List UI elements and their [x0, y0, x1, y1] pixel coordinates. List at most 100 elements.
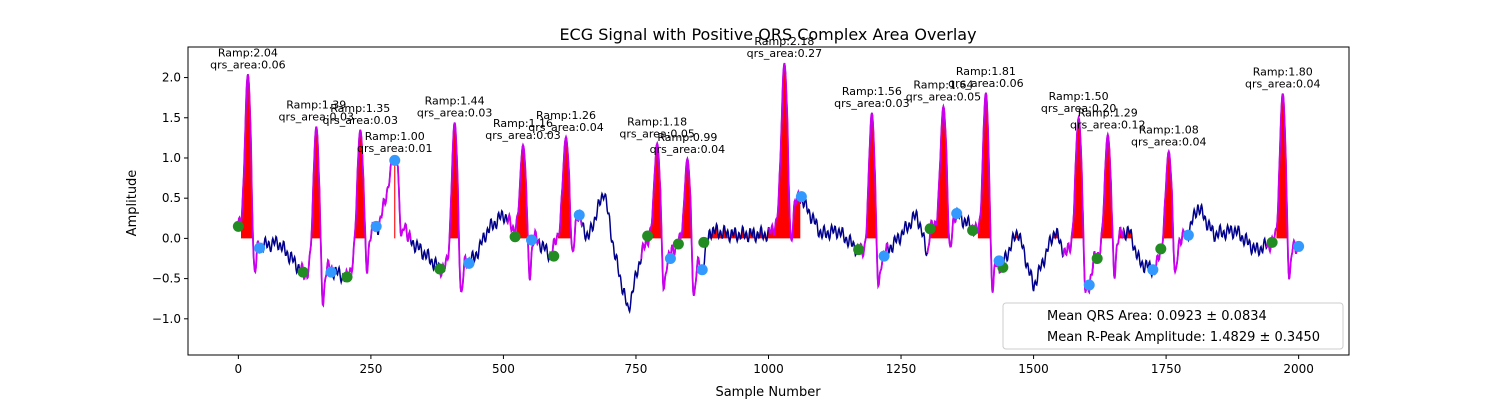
onset-marker	[341, 271, 353, 283]
offset-marker	[254, 242, 266, 254]
onset-marker	[434, 263, 446, 275]
peak-label-qrs-area: qrs_area:0.04	[528, 121, 603, 134]
peak-label-qrs-area: qrs_area:0.06	[210, 58, 285, 71]
offset-marker	[1083, 279, 1095, 291]
x-tick-label: 2000	[1283, 362, 1314, 376]
peak-label-qrs-area: qrs_area:0.03	[417, 107, 492, 120]
qrs-area-fill	[678, 158, 696, 239]
peak-label-qrs-area: qrs_area:0.05	[619, 128, 694, 141]
offset-marker	[1147, 264, 1159, 276]
onset-marker	[1266, 236, 1278, 248]
peak-label-qrs-area: qrs_area:0.04	[1245, 78, 1320, 91]
offset-marker	[993, 255, 1005, 267]
offset-marker	[370, 220, 382, 232]
peak-label-ramp: Ramp:1.00	[365, 130, 425, 143]
onset-marker	[967, 224, 979, 236]
peak-label-qrs-area: qrs_area:0.03	[323, 114, 398, 127]
y-tick-label: 1.5	[162, 111, 181, 125]
legend-entry-r-peak-amplitude: Mean R-Peak Amplitude: 1.4829 ± 0.3450	[1047, 330, 1320, 345]
onset-marker	[297, 266, 309, 278]
x-tick-label: 750	[625, 362, 648, 376]
onset-marker	[698, 236, 710, 248]
peak-label-ramp: Ramp:1.35	[330, 102, 390, 115]
x-tick-label: 1750	[1151, 362, 1182, 376]
peak-label-qrs-area: qrs_area:0.05	[906, 91, 981, 104]
onset-marker	[853, 244, 865, 256]
qrs-segment-line	[237, 74, 265, 275]
offset-marker	[664, 252, 676, 264]
legend-box	[1002, 302, 1344, 350]
offset-marker	[878, 250, 890, 262]
x-axis-label: Sample Number	[715, 385, 821, 400]
peak-label-ramp: Ramp:1.64	[913, 79, 973, 92]
peak-label-qrs-area: qrs_area:0.06	[948, 77, 1023, 90]
y-axis: −1.0 −0.5 0.0 0.5 1.0 1.5 2.0	[152, 71, 188, 326]
y-tick-label: 0.0	[162, 231, 181, 245]
onset-marker	[509, 231, 521, 243]
peak-label-ramp: Ramp:1.44	[425, 95, 485, 108]
peak-label-ramp: Ramp:1.26	[536, 109, 596, 122]
peak-label-ramp: Ramp:1.50	[1049, 90, 1109, 103]
chart-title: ECG Signal with Positive QRS Complex Are…	[559, 25, 976, 44]
plot-area: Ramp:2.04qrs_area:0.06Ramp:1.39qrs_area:…	[210, 35, 1320, 315]
x-axis: 0 250 500 750 1000 1250 1500 1750 2000	[235, 355, 1314, 376]
peak-label-ramp: Ramp:0.99	[657, 131, 717, 144]
peak-label-qrs-area: qrs_area:0.20	[1041, 102, 1116, 115]
qrs-area-fill	[650, 143, 666, 239]
qrs-area-fill	[394, 158, 396, 239]
qrs-area-fill	[707, 63, 801, 239]
y-tick-label: 1.0	[162, 151, 181, 165]
y-tick-label: 0.5	[162, 191, 181, 205]
peak-label-ramp: Ramp:2.18	[754, 35, 814, 48]
onset-marker	[232, 220, 244, 232]
y-tick-label: −1.0	[152, 312, 181, 326]
qrs-segment-line	[768, 62, 801, 243]
peak-label-qrs-area: qrs_area:0.01	[357, 142, 432, 155]
offset-marker	[573, 209, 585, 221]
qrs-area-fill	[930, 106, 952, 239]
peak-label-qrs-area: qrs_area:0.27	[747, 47, 822, 60]
peak-label-ramp: Ramp:1.08	[1139, 124, 1199, 137]
peak-label-qrs-area: qrs_area:0.12	[1070, 119, 1145, 132]
peak-label-ramp: Ramp:2.04	[218, 46, 278, 59]
legend-entry-qrs-area: Mean QRS Area: 0.0923 ± 0.0834	[1047, 309, 1267, 324]
qrs-area-fill	[241, 74, 257, 239]
ecg-signal-line	[237, 62, 1300, 315]
peak-label-qrs-area: qrs_area:0.04	[1131, 136, 1206, 149]
qrs-area-fill	[516, 145, 529, 239]
x-tick-label: 0	[235, 362, 243, 376]
onset-marker	[924, 223, 936, 235]
x-tick-label: 1000	[753, 362, 784, 376]
x-tick-label: 1250	[886, 362, 917, 376]
onset-marker	[1155, 243, 1167, 255]
peak-label-qrs-area: qrs_area:0.03	[485, 129, 560, 142]
qrs-area-fill	[1276, 93, 1293, 239]
peak-label-ramp: Ramp:1.16	[493, 117, 553, 130]
peak-label-ramp: Ramp:1.80	[1253, 66, 1313, 79]
peak-label-ramp: Ramp:1.56	[842, 85, 902, 98]
offset-marker	[526, 234, 538, 246]
peak-label-qrs-area: qrs_area:0.04	[650, 143, 725, 156]
x-tick-label: 250	[359, 362, 382, 376]
onset-marker	[642, 230, 654, 242]
offset-marker	[795, 191, 807, 203]
y-axis-label: Amplitude	[125, 170, 140, 237]
y-tick-label: 2.0	[162, 71, 181, 85]
peak-label-ramp: Ramp:1.81	[956, 65, 1016, 78]
peak-label-ramp: Ramp:1.18	[627, 116, 687, 129]
x-tick-label: 500	[492, 362, 515, 376]
x-tick-label: 1500	[1018, 362, 1049, 376]
qrs-segment-line	[1062, 114, 1096, 295]
onset-marker	[548, 250, 560, 262]
legend: Mean QRS Area: 0.0923 ± 0.0834 Mean R-Pe…	[1002, 302, 1344, 350]
onset-marker	[1091, 252, 1103, 264]
offset-marker	[389, 154, 401, 166]
qrs-segment-line	[344, 129, 378, 283]
offset-marker	[325, 266, 337, 278]
offset-marker	[1293, 240, 1305, 252]
onset-marker	[672, 238, 684, 250]
qrs-area-fill	[1091, 134, 1167, 239]
y-tick-label: −0.5	[152, 272, 181, 286]
offset-marker	[951, 207, 963, 219]
